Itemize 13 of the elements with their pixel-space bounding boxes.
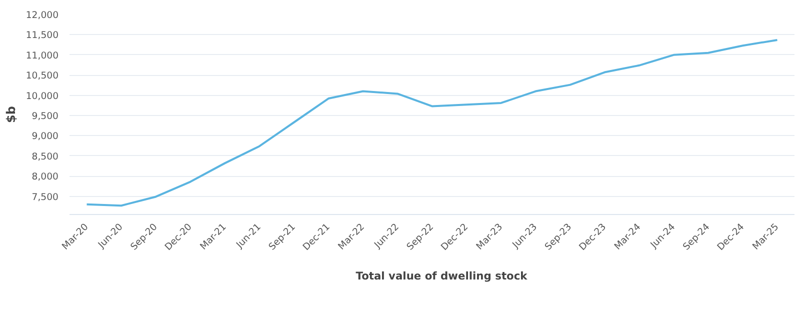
y-axis-title: $b <box>4 106 18 123</box>
y-tick-label: 9,500 <box>32 111 59 122</box>
text: Total value of dwelling stock <box>356 270 528 282</box>
y-tick-label: 8,500 <box>32 151 59 162</box>
y-tick-label: 11,000 <box>26 50 59 62</box>
y-tick-label: 8,000 <box>32 172 59 183</box>
y-tick-label: 10,000 <box>26 90 59 102</box>
y-tick-label: 12,000 <box>26 10 59 21</box>
y-tick-label: 7,500 <box>32 192 59 203</box>
line-series <box>86 38 778 207</box>
y-tick-label: 9,000 <box>32 131 59 142</box>
y-tick-label: 11,500 <box>26 30 59 42</box>
y-tick-label: 10,500 <box>26 70 59 82</box>
